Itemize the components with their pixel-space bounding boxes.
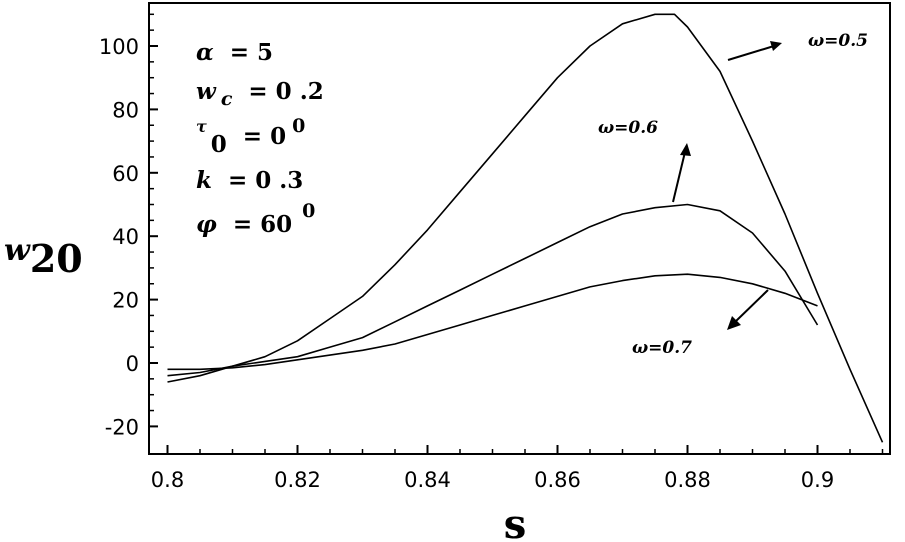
- param-phi-sym: φ: [196, 211, 217, 238]
- param-wc-eq: = 0 .2: [248, 78, 323, 105]
- plot-frame: [148, 2, 891, 455]
- param-phi-eq: = 60: [233, 211, 292, 238]
- param-wc-sym: w: [196, 78, 217, 105]
- param-alpha: α = 5: [196, 39, 273, 66]
- param-tau-sub: 0: [211, 131, 227, 158]
- y-tick-label: 40: [112, 225, 139, 249]
- series-line-1: [167, 13, 884, 443]
- arrowhead-omega-0-7: [727, 316, 741, 330]
- param-alpha-sym: α: [196, 39, 214, 66]
- param-k-sym: k: [196, 167, 212, 194]
- param-tau-sym: τ: [196, 117, 207, 136]
- x-axis-title: s: [504, 501, 527, 542]
- param-alpha-eq: = 5: [230, 39, 273, 66]
- y-axis-title: w20: [4, 233, 83, 281]
- param-tau-sup: 0: [292, 115, 305, 137]
- y-axis-ticks: -20 0 20 40 60 80 100: [99, 13, 158, 439]
- x-tick-label: 0.88: [664, 468, 711, 492]
- arrow-omega-0-7: [734, 289, 769, 323]
- arrowhead-omega-0-6: [680, 143, 691, 156]
- y-tick-label: 80: [112, 98, 139, 122]
- x-tick-label: 0.86: [534, 468, 581, 492]
- arrow-omega-0-5: [727, 45, 775, 61]
- series-annotations: ω=0.5 ω=0.6 ω=0.7: [598, 31, 868, 358]
- series-line-2: [167, 203, 819, 377]
- y-tick-label: 100: [99, 35, 139, 59]
- y-axis-title-sub: 20: [30, 236, 83, 281]
- param-k-eq: = 0 .3: [228, 167, 303, 194]
- arrow-omega-0-6: [672, 151, 686, 203]
- x-tick-label: 0.82: [274, 468, 321, 492]
- y-axis-title-base: w: [4, 233, 31, 268]
- param-k: k = 0 .3: [196, 167, 303, 194]
- param-wc-sub: c: [221, 88, 233, 110]
- y-tick-label: 0: [126, 352, 139, 376]
- series-label-omega-0-7: ω=0.7: [632, 338, 692, 358]
- param-phi: φ = 60 0: [196, 200, 315, 238]
- param-phi-sup: 0: [302, 200, 315, 222]
- x-tick-label: 0.9: [801, 468, 834, 492]
- x-tick-label: 0.84: [404, 468, 451, 492]
- y-tick-label: 60: [112, 162, 139, 186]
- series-label-omega-0-5: ω=0.5: [808, 31, 868, 51]
- x-axis-ticks: 0.8 0.82 0.84 0.86 0.88 0.9: [151, 445, 884, 492]
- arrowhead-omega-0-5: [770, 41, 782, 51]
- series-lines: [167, 13, 884, 443]
- series-line-3: [167, 273, 818, 371]
- series-label-omega-0-6: ω=0.6: [598, 118, 658, 138]
- param-tau-eq: = 0: [243, 123, 286, 150]
- x-tick-label: 0.8: [151, 468, 184, 492]
- y-tick-label: 20: [112, 289, 139, 313]
- y-tick-label: -20: [105, 415, 139, 439]
